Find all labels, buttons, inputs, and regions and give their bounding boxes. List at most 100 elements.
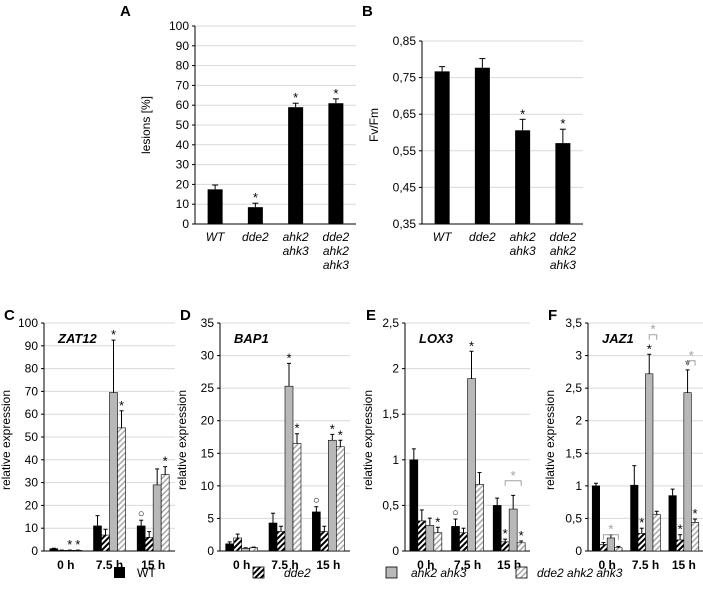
x-tick-label: ahk3	[323, 258, 349, 272]
y-tick-label: 0,55	[393, 144, 417, 158]
bar	[515, 130, 531, 224]
significance-mark: ○	[138, 508, 145, 520]
significance-mark: *	[293, 90, 298, 105]
y-tick-label: 70	[25, 384, 39, 398]
bar	[508, 508, 518, 552]
gene-label: JAZ1	[602, 331, 634, 346]
bar	[459, 532, 468, 552]
y-axis-title: Fv/Fm	[367, 108, 381, 142]
y-tick-label: 10	[176, 197, 190, 211]
bar	[225, 543, 234, 552]
legend-label-ahk2-ahk3: ahk2 ahk3	[411, 566, 467, 580]
y-tick-label: 1	[392, 453, 399, 467]
x-tick-label: ahk2	[323, 244, 349, 258]
y-tick-label: 50	[176, 118, 190, 132]
significance-mark: *	[435, 514, 440, 529]
legend-swatch-dde2-ahk2-ahk3	[515, 566, 528, 579]
significance-mark: ○	[452, 507, 459, 519]
y-tick-label: 25	[201, 381, 215, 395]
bar	[475, 484, 484, 552]
y-tick-label: 60	[176, 98, 190, 112]
y-tick-label: 90	[25, 339, 39, 353]
y-axis-title: relative expression	[543, 390, 557, 490]
bar	[249, 547, 258, 552]
y-tick-label: 0,65	[393, 107, 417, 121]
y-tick-label: 40	[176, 138, 190, 152]
panel-b-fvfm-chart: 0,35 0,45 0,55 0,65 0,75 0,85 B Fv/Fm WT dde2 * ahk…	[362, 3, 583, 272]
bar	[630, 484, 639, 552]
y-tick-label: 2,5	[382, 316, 399, 330]
gene-label: BAP1	[234, 331, 269, 346]
bar	[207, 189, 223, 224]
legend-swatch-dde2	[252, 566, 265, 579]
bar	[336, 446, 345, 552]
y-tick-label: 0	[31, 544, 38, 558]
significance-mark: *	[519, 528, 524, 543]
y-tick-label: 0	[392, 544, 399, 558]
y-tick-label: 30	[201, 349, 215, 363]
y-tick-label: 1,5	[565, 446, 582, 460]
y-axis-title: relative expression	[361, 390, 375, 490]
significance-mark: *	[520, 106, 525, 121]
x-tick-label: 7.5 h	[271, 558, 298, 572]
y-tick-label: 10	[25, 521, 39, 535]
y-tick-label: 20	[176, 177, 190, 191]
x-tick-label: 0 h	[57, 558, 74, 572]
significance-mark: *	[678, 522, 683, 537]
gene-label: LOX3	[419, 331, 454, 346]
x-tick-label: WT	[206, 230, 226, 244]
x-tick-label: dde2	[242, 230, 269, 244]
significance-mark: *	[111, 327, 116, 342]
bar	[645, 373, 654, 552]
bar	[417, 520, 427, 552]
x-tick-label: 0 h	[417, 558, 434, 572]
bar	[144, 537, 154, 552]
x-tick-label: ahk2	[510, 230, 536, 244]
significance-mark: *	[689, 348, 694, 363]
significance-mark: *	[693, 506, 698, 521]
y-tick-label: 0,45	[393, 180, 417, 194]
significance-mark: *	[75, 537, 80, 552]
y-tick-label: 60	[25, 407, 39, 421]
significance-mark: *	[67, 537, 72, 552]
significance-mark: *	[650, 322, 655, 337]
significance-mark: *	[286, 350, 291, 365]
y-tick-label: 20	[201, 414, 215, 428]
bar	[320, 531, 329, 552]
bar	[288, 107, 304, 224]
y-tick-label: 0	[207, 544, 214, 558]
y-axis-title: lesions [%]	[139, 96, 153, 154]
panel-label: E	[366, 307, 376, 324]
bar	[152, 484, 162, 552]
bar	[233, 537, 242, 552]
bar	[49, 548, 59, 552]
bar	[328, 103, 344, 224]
significance-mark: *	[639, 515, 644, 530]
bar	[591, 485, 600, 552]
significance-mark: *	[333, 86, 338, 101]
panel-label: C	[4, 307, 15, 324]
legend-swatch-wt	[114, 567, 125, 578]
bar	[101, 534, 110, 552]
bar	[516, 542, 526, 552]
y-tick-label: 15	[201, 446, 215, 460]
bar	[284, 385, 294, 552]
significance-mark: *	[647, 341, 652, 356]
bar	[691, 522, 700, 552]
bar	[312, 511, 321, 552]
x-tick-label: ahk3	[510, 244, 536, 258]
y-tick-label: 1	[575, 479, 582, 493]
bar	[136, 525, 146, 552]
bar	[409, 459, 419, 552]
legend-label-dde2-ahk2-ahk3: dde2 ahk2 ahk3	[537, 566, 623, 580]
bar	[433, 532, 443, 552]
y-tick-label: 0,5	[382, 498, 399, 512]
significance-bracket	[602, 534, 619, 540]
y-tick-label: 3	[575, 349, 582, 363]
legend: WT dde2 ahk2 ahk3 dde2 ahk2 ahk3	[114, 566, 623, 580]
